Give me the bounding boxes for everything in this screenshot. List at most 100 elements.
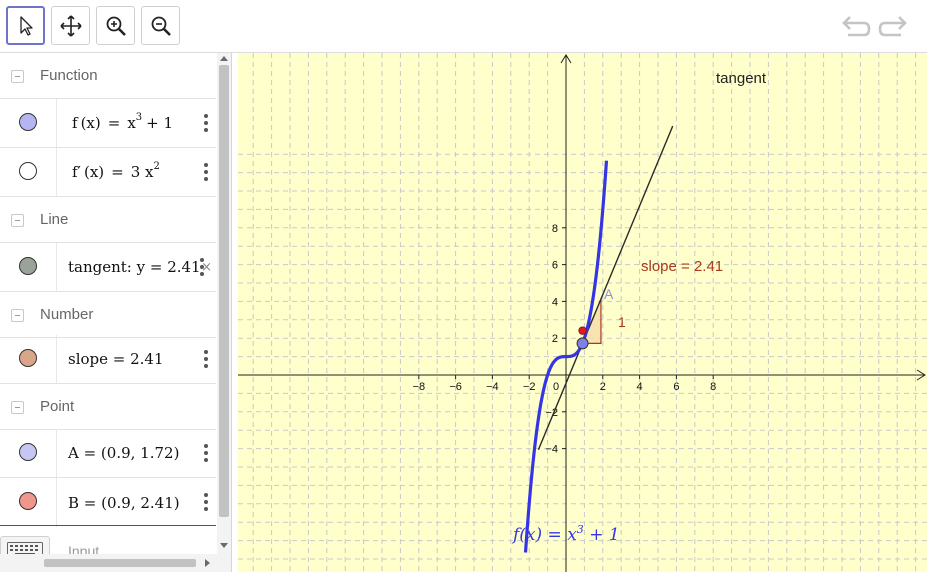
algebra-item-slope[interactable]: slope = 2.41: [0, 335, 216, 384]
close-icon[interactable]: ×: [201, 260, 212, 275]
zoom-out-icon: [151, 16, 171, 36]
more-options-icon[interactable]: [204, 114, 208, 132]
scroll-thumb[interactable]: [44, 559, 196, 567]
scroll-down-icon[interactable]: [220, 543, 228, 549]
x-tick-label: 0: [553, 381, 559, 393]
marble-cell: [0, 478, 57, 527]
x-tick-label: 8: [710, 381, 716, 393]
point-b[interactable]: [578, 326, 587, 335]
function-label-exponent: 3: [577, 523, 584, 536]
algebra-item-tangent[interactable]: tangent: y = 2.41 ×: [0, 243, 216, 292]
move-cross-icon: [59, 14, 82, 37]
collapse-toggle[interactable]: [11, 309, 24, 322]
expr-tail: + 1: [146, 114, 174, 132]
collapse-toggle[interactable]: [11, 214, 24, 227]
move-tool-button[interactable]: [6, 6, 45, 45]
function-label-main: f(x) = x: [511, 525, 577, 545]
y-tick-label: 4: [552, 296, 558, 308]
section-number[interactable]: Number: [0, 292, 216, 338]
visibility-toggle-a[interactable]: [19, 443, 37, 461]
more-options-icon[interactable]: [204, 350, 208, 368]
undo-button[interactable]: [839, 12, 873, 42]
slope-run-label: 1: [618, 314, 626, 330]
expr-name: f: [72, 114, 78, 132]
visibility-toggle-f-prime[interactable]: [19, 162, 37, 180]
zoom-in-icon: [106, 16, 126, 36]
collapse-toggle[interactable]: [11, 401, 24, 414]
slope-triangle[interactable]: [582, 299, 602, 344]
section-title: Line: [40, 211, 69, 228]
more-options-icon[interactable]: [204, 493, 208, 511]
redo-icon: [878, 16, 907, 37]
more-options-icon[interactable]: [204, 444, 208, 462]
graphics-view[interactable]: −8 −6 −4 −2 0 2 4 6 8 8 6 4 2 −2 −4 tangent slope = 2.4…: [238, 53, 927, 572]
algebra-expression[interactable]: tangent: y = 2.41: [68, 243, 201, 291]
section-title: Function: [40, 67, 98, 84]
expr-equals: =: [111, 163, 124, 181]
section-line[interactable]: Line: [0, 197, 216, 243]
slope-label: slope = 2.41: [641, 258, 723, 275]
marble-cell: [0, 429, 57, 477]
expr-text: slope = 2.41: [68, 350, 164, 368]
slope-triangle-edges[interactable]: [582, 299, 602, 344]
algebra-item-f[interactable]: f (x) = x 3 + 1: [0, 99, 216, 148]
algebra-expression[interactable]: f (x) = x 3 + 1: [72, 99, 173, 147]
expr-equals: =: [107, 114, 121, 132]
point-a[interactable]: [576, 337, 589, 350]
cursor-arrow-icon: [19, 15, 33, 36]
x-tick-label: −2: [523, 381, 536, 393]
section-point[interactable]: Point: [0, 384, 216, 430]
keyboard-icon: [7, 541, 43, 558]
x-tick-label: −4: [486, 381, 499, 393]
algebra-item-f-prime[interactable]: f′ (x) = 3 x 2: [0, 148, 216, 197]
more-options-icon[interactable]: [200, 258, 204, 276]
tangent-line[interactable]: [537, 125, 674, 451]
expr-rhs: 3 x: [130, 163, 154, 181]
tangent-label: tangent: [716, 70, 767, 87]
visibility-toggle-b[interactable]: [19, 492, 37, 510]
algebra-expression[interactable]: A = (0.9, 1.72): [68, 429, 179, 477]
scroll-up-icon[interactable]: [220, 55, 228, 61]
algebra-expression[interactable]: slope = 2.41: [68, 335, 164, 383]
curve-layer: [523, 125, 674, 553]
visibility-toggle-slope[interactable]: [19, 349, 37, 367]
collapse-toggle[interactable]: [11, 70, 24, 83]
label-layer: tangent slope = 2.41 1Af(x) = x3 + 1: [511, 70, 767, 545]
horizontal-scrollbar[interactable]: [0, 554, 217, 572]
expr-text: A = (0.9, 1.72): [68, 444, 180, 462]
zoom-in-button[interactable]: [96, 6, 135, 45]
more-options-icon[interactable]: [204, 163, 208, 181]
section-title: Point: [40, 398, 75, 415]
visibility-toggle-tangent[interactable]: [19, 257, 37, 275]
marble-cell: [0, 148, 57, 196]
function-label: f(x) = x3 + 1: [511, 523, 620, 545]
expr-rhs: x: [127, 114, 136, 132]
undo-icon: [842, 16, 871, 37]
expr-exponent: 3: [135, 111, 143, 123]
zoom-out-button[interactable]: [141, 6, 180, 45]
scroll-right-icon[interactable]: [205, 559, 211, 567]
function-f-curve[interactable]: [523, 160, 609, 553]
x-tick-label: 6: [673, 381, 679, 393]
redo-button[interactable]: [876, 12, 910, 42]
expr-exponent: 2: [153, 160, 160, 172]
algebra-item-a[interactable]: A = (0.9, 1.72): [0, 429, 216, 478]
marble-cell: [0, 243, 57, 291]
move-graphics-button[interactable]: [51, 6, 90, 45]
grid: [238, 53, 927, 572]
algebra-expression[interactable]: B = (0.9, 2.41): [68, 478, 180, 527]
algebra-item-b[interactable]: B = (0.9, 2.41): [0, 478, 216, 527]
algebra-expression[interactable]: f′ (x) = 3 x 2: [72, 148, 160, 196]
y-axis-arrow: [560, 54, 572, 64]
x-tick-label: −8: [413, 381, 426, 393]
section-function[interactable]: Function: [0, 53, 216, 99]
vertical-scrollbar[interactable]: [217, 53, 231, 572]
visibility-toggle-f[interactable]: [19, 113, 37, 131]
expr-arg: (x): [83, 163, 105, 181]
y-tick-label: 2: [552, 333, 558, 345]
expr-arg: (x): [80, 114, 101, 132]
slope-triangle-fill[interactable]: [582, 299, 601, 344]
scroll-thumb[interactable]: [219, 65, 229, 517]
